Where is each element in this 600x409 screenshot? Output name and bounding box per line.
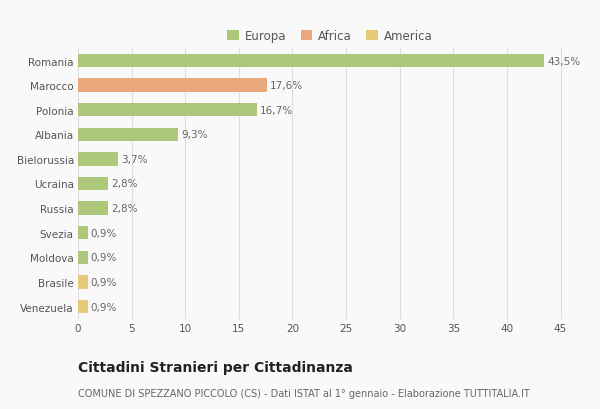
Text: 0,9%: 0,9% — [91, 228, 117, 238]
Bar — [78, 276, 88, 289]
Text: 0,9%: 0,9% — [91, 277, 117, 287]
Text: COMUNE DI SPEZZANO PICCOLO (CS) - Dati ISTAT al 1° gennaio - Elaborazione TUTTIT: COMUNE DI SPEZZANO PICCOLO (CS) - Dati I… — [78, 389, 530, 398]
Bar — [78, 79, 267, 93]
Bar — [78, 202, 108, 215]
Bar — [78, 153, 118, 166]
Bar — [78, 300, 88, 314]
Text: 3,7%: 3,7% — [121, 155, 148, 164]
Text: Cittadini Stranieri per Cittadinanza: Cittadini Stranieri per Cittadinanza — [78, 360, 353, 374]
Text: 2,8%: 2,8% — [111, 204, 138, 213]
Text: 16,7%: 16,7% — [260, 106, 293, 115]
Text: 2,8%: 2,8% — [111, 179, 138, 189]
Text: 17,6%: 17,6% — [270, 81, 303, 91]
Bar — [78, 103, 257, 117]
Bar — [78, 178, 108, 191]
Bar — [78, 251, 88, 265]
Text: 9,3%: 9,3% — [181, 130, 208, 140]
Text: 43,5%: 43,5% — [548, 56, 581, 66]
Bar — [78, 128, 178, 142]
Bar — [78, 55, 544, 68]
Text: 0,9%: 0,9% — [91, 253, 117, 263]
Legend: Europa, Africa, America: Europa, Africa, America — [223, 25, 437, 48]
Text: 0,9%: 0,9% — [91, 302, 117, 312]
Bar — [78, 227, 88, 240]
